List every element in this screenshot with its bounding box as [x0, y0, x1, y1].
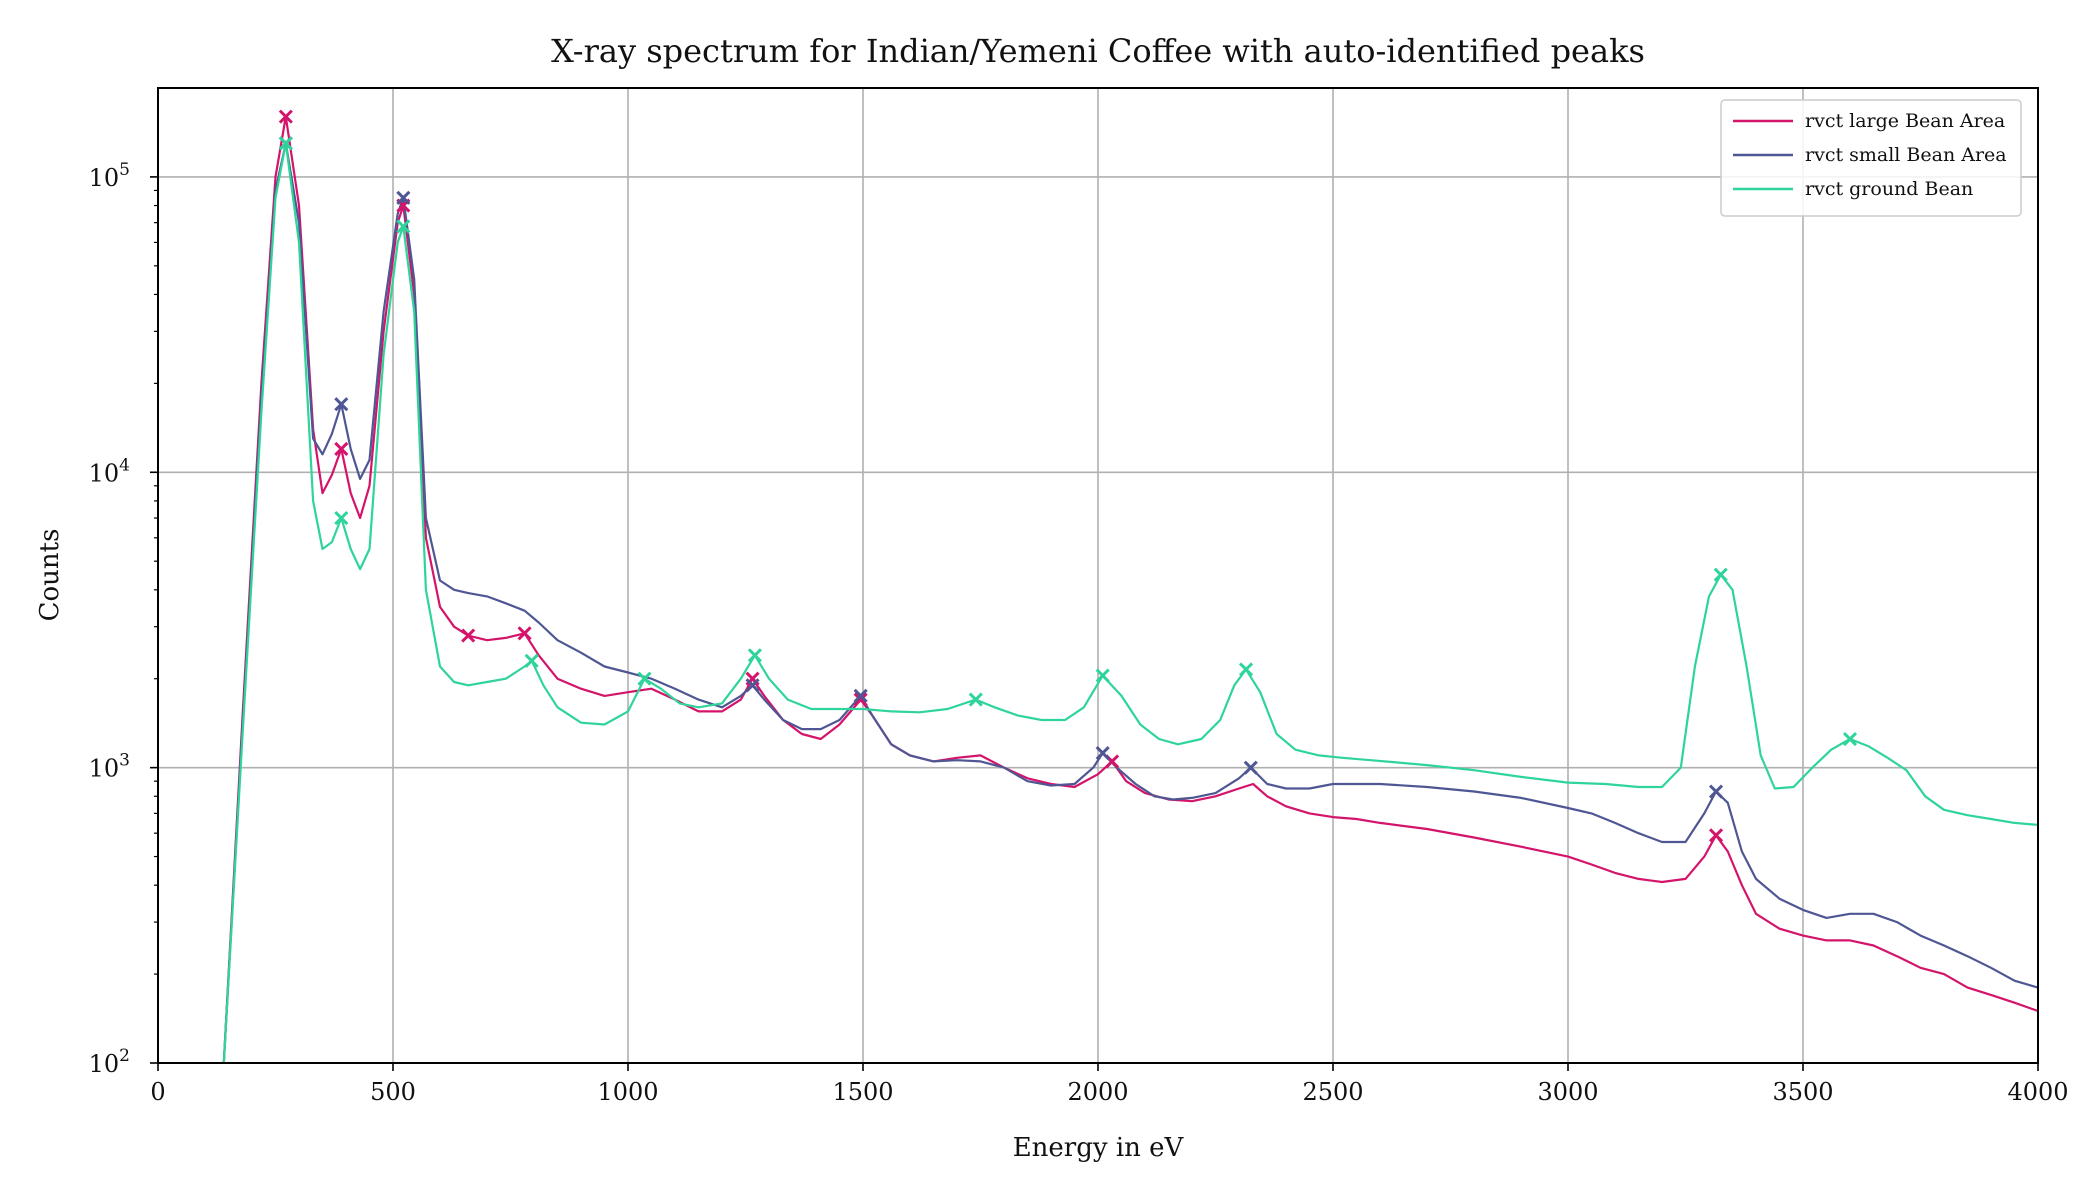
peak-marker	[461, 628, 476, 643]
peak-marker	[1238, 662, 1254, 677]
peak-marker	[1842, 731, 1858, 747]
peak-marker	[745, 678, 760, 693]
x-tick-label: 2500	[1302, 1078, 1363, 1106]
series-line	[222, 142, 2039, 1064]
peak-marker	[853, 688, 868, 703]
x-tick-label: 0	[150, 1078, 165, 1106]
peak-marker	[1095, 746, 1110, 761]
x-tick-label: 1000	[597, 1078, 658, 1106]
legend-label: rvct ground Bean	[1805, 178, 1973, 200]
peak-marker	[1708, 784, 1724, 799]
peak-marker	[524, 653, 539, 668]
peak-marker	[1708, 828, 1724, 843]
y-tick-label: 105	[89, 160, 130, 192]
legend-label: rvct small Bean Area	[1805, 144, 2007, 166]
legend-box	[1720, 99, 2022, 217]
x-tick-label: 3500	[1772, 1078, 1833, 1106]
x-axis-label: Energy in eV	[1013, 1133, 1185, 1163]
peak-markers	[278, 109, 1858, 843]
peak-marker	[637, 671, 652, 686]
peak-marker	[1095, 668, 1110, 683]
peak-marker	[853, 692, 868, 707]
peak-marker	[334, 441, 349, 456]
x-tick-label: 3000	[1537, 1078, 1598, 1106]
y-tick-label: 102	[89, 1046, 130, 1078]
peak-marker	[968, 692, 983, 707]
peak-marker	[396, 190, 411, 205]
legend-items: rvct large Bean Area rvct small Bean Area…	[1733, 110, 2007, 200]
peak-marker	[1243, 760, 1258, 775]
peak-marker	[1713, 567, 1728, 582]
peak-marker	[278, 136, 293, 151]
x-tick-label: 4000	[2007, 1078, 2068, 1106]
y-axis-label: Counts	[35, 529, 65, 622]
series-line	[222, 142, 2039, 1064]
peak-marker	[334, 510, 349, 526]
y-tick-label: 103	[89, 751, 130, 783]
x-tick-label: 500	[370, 1078, 416, 1106]
peak-marker	[517, 626, 532, 641]
legend: rvct large Bean Area rvct small Bean Area…	[1720, 99, 2022, 217]
peak-marker	[747, 648, 762, 663]
peak-marker	[334, 397, 349, 412]
peak-marker	[396, 219, 411, 234]
legend-label: rvct large Bean Area	[1805, 110, 2005, 132]
x-tick-label: 1500	[832, 1078, 893, 1106]
x-tick-label: 2000	[1067, 1078, 1128, 1106]
axis-ticks: 0 500 1000 1500 2000 2500 3000 3500 4000 102 103 10…	[89, 160, 2069, 1106]
peak-marker	[278, 109, 293, 124]
chart-title: X-ray spectrum for Indian/Yemeni Coffee …	[551, 32, 1645, 70]
y-tick-label: 104	[89, 455, 130, 487]
